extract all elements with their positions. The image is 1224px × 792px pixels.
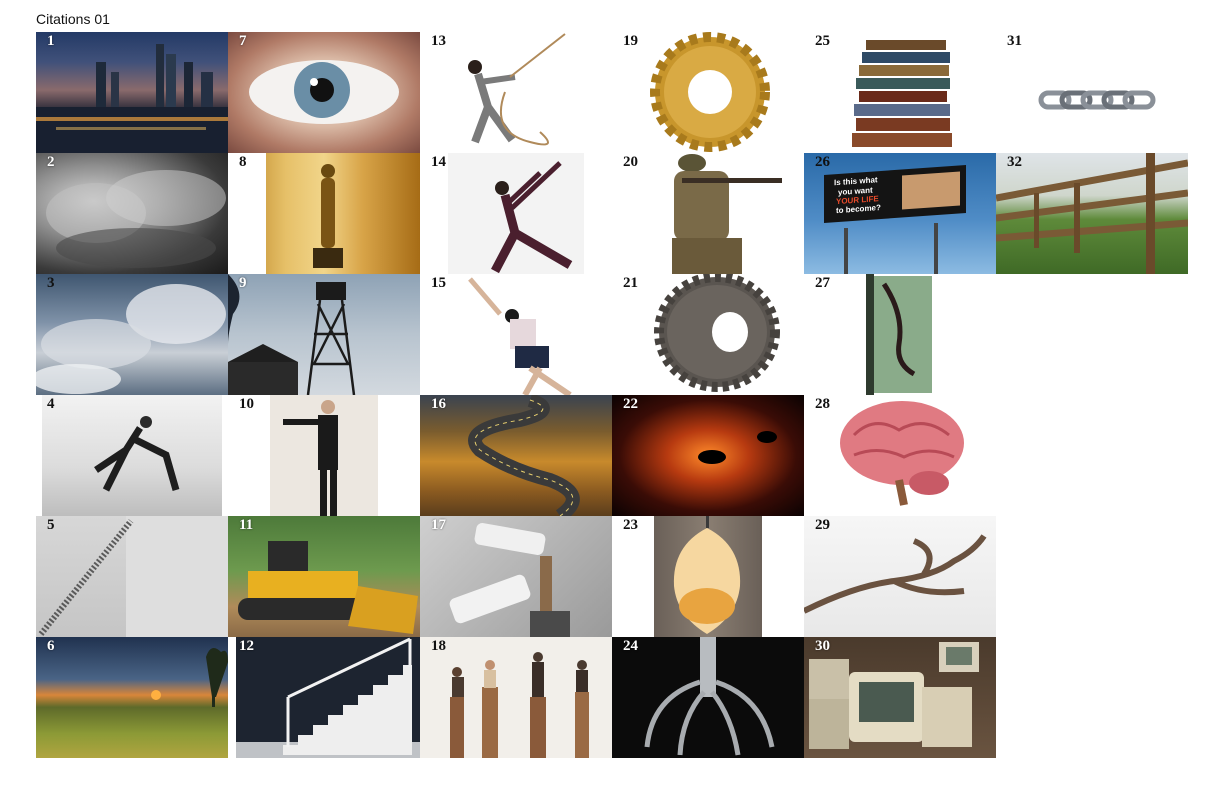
steel-gear-image bbox=[654, 274, 780, 392]
oscar-statuette-image bbox=[313, 164, 343, 268]
reaching-man-image bbox=[491, 161, 573, 274]
image-tile-staircase-wall: 5 bbox=[36, 516, 228, 637]
road-image bbox=[468, 395, 580, 516]
sculptures-image bbox=[450, 652, 589, 758]
tile-number: 27 bbox=[815, 275, 830, 291]
image-tile-reaching-man: 14 bbox=[420, 153, 612, 274]
image-tile-old-computers: 30 bbox=[804, 637, 996, 758]
tile-number: 1 bbox=[47, 33, 55, 49]
pushing-man-image bbox=[468, 277, 572, 395]
image-tile-watchtower: 9 bbox=[228, 274, 420, 395]
suit-man-image bbox=[283, 400, 338, 516]
tile-number: 12 bbox=[239, 638, 254, 654]
tile-number: 4 bbox=[47, 396, 55, 412]
tile-number: 19 bbox=[623, 33, 638, 49]
image-tile-billboard: 26 Is this what you want YOUR LIFE to be… bbox=[804, 153, 996, 274]
tile-number: 6 bbox=[47, 638, 55, 654]
tile-number: 3 bbox=[47, 275, 55, 291]
tile-number: 5 bbox=[47, 517, 55, 533]
image-tile-city-night: 1 bbox=[36, 32, 228, 153]
image-tile-soldier: 20 bbox=[612, 153, 804, 274]
image-tile-sunset-field: 6 bbox=[36, 637, 228, 758]
tile-number: 10 bbox=[239, 396, 254, 412]
image-tile-brass-gear: 19 bbox=[612, 32, 804, 153]
tile-number: 2 bbox=[47, 154, 55, 170]
image-tile-bulldozer: 11 bbox=[228, 516, 420, 637]
branch-image bbox=[804, 534, 987, 614]
image-tile-rope-pull: 13 bbox=[420, 32, 612, 153]
tile-number: 9 bbox=[239, 275, 247, 291]
image-tile-robot-claw: 24 bbox=[612, 637, 804, 758]
image-tile-oscar: 8 bbox=[228, 153, 420, 274]
image-tile-sculptures: 18 bbox=[420, 637, 612, 758]
eye-image bbox=[249, 60, 399, 124]
books-image bbox=[852, 40, 952, 147]
image-tile-security-cameras: 17 bbox=[420, 516, 612, 637]
billboard-hands-photo bbox=[902, 171, 960, 210]
soldier-image bbox=[672, 154, 782, 274]
tile-number: 14 bbox=[431, 154, 446, 170]
tile-number: 18 bbox=[431, 638, 446, 654]
book-cover-image bbox=[866, 274, 932, 395]
tile-number: 15 bbox=[431, 275, 446, 291]
cameras-image bbox=[449, 523, 570, 637]
field-image bbox=[151, 648, 228, 707]
computers-image bbox=[809, 642, 979, 749]
tile-number: 21 bbox=[623, 275, 638, 291]
page-title: Citations 01 bbox=[36, 11, 110, 27]
chain-image bbox=[1038, 90, 1156, 110]
tile-number: 23 bbox=[623, 517, 638, 533]
tile-number: 28 bbox=[815, 396, 830, 412]
tile-number: 11 bbox=[239, 517, 254, 533]
clouds-image bbox=[46, 170, 226, 268]
brain-image bbox=[840, 401, 964, 506]
image-tile-steel-gear: 21 bbox=[612, 274, 804, 395]
image-tile-sky-clouds: 3 bbox=[36, 274, 228, 395]
billboard-panel: Is this what you want YOUR LIFE to becom… bbox=[824, 165, 966, 223]
tile-number: 8 bbox=[239, 154, 247, 170]
image-tile-chain: 31 bbox=[996, 32, 1188, 153]
tile-number: 32 bbox=[1007, 154, 1022, 170]
brass-gear-image bbox=[650, 32, 770, 152]
tile-number: 29 bbox=[815, 517, 830, 533]
tile-number: 13 bbox=[431, 33, 446, 49]
image-tile-branch: 29 bbox=[804, 516, 996, 637]
image-tile-winding-road: 16 bbox=[420, 395, 612, 516]
image-tile-white-stairs: 12 bbox=[228, 637, 420, 758]
city-skyline-image bbox=[36, 44, 228, 153]
image-tile-pushing-man: 15 bbox=[420, 274, 612, 395]
watchtower-image bbox=[228, 274, 356, 395]
stairs-wall-image bbox=[38, 516, 228, 637]
tile-number: 31 bbox=[1007, 33, 1022, 49]
billboard-line-4: to become? bbox=[836, 202, 881, 216]
image-tile-brain: 28 bbox=[804, 395, 996, 516]
tile-number: 24 bbox=[623, 638, 638, 654]
tile-number: 25 bbox=[815, 33, 830, 49]
image-tile-black-holes: 22 bbox=[612, 395, 804, 516]
image-tile-lamp: 23 bbox=[612, 516, 804, 637]
fence-image bbox=[996, 153, 1188, 274]
image-tile-fence: 32 bbox=[996, 153, 1188, 274]
image-tile-eye: 7 bbox=[228, 32, 420, 153]
jumping-man-image bbox=[36, 395, 228, 516]
tile-number: 7 bbox=[239, 33, 247, 49]
tile-number: 17 bbox=[431, 517, 446, 533]
tile-number: 20 bbox=[623, 154, 638, 170]
image-tile-jumping-man: 4 bbox=[36, 395, 228, 516]
stairs-image bbox=[236, 637, 420, 758]
image-tile-man-with-gun: 10 bbox=[228, 395, 420, 516]
image-tile-book-stack: 25 bbox=[804, 32, 996, 153]
image-tile-storm-clouds: 2 bbox=[36, 153, 228, 274]
tile-number: 16 bbox=[431, 396, 446, 412]
tile-number: 30 bbox=[815, 638, 830, 654]
pendant-lamp-image bbox=[673, 516, 741, 634]
black-holes-image bbox=[698, 431, 777, 464]
robot-claw-image bbox=[644, 637, 775, 756]
image-tile-book-cover: 27 bbox=[804, 274, 996, 395]
rope-man-image bbox=[468, 33, 566, 146]
tile-number: 22 bbox=[623, 396, 638, 412]
tile-number: 26 bbox=[815, 154, 830, 170]
bulldozer-image bbox=[238, 541, 418, 634]
cumulus-image bbox=[36, 284, 226, 394]
